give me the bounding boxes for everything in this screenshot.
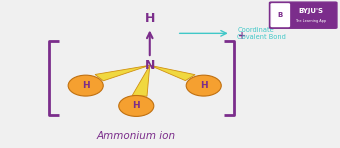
- Text: BYJU'S: BYJU'S: [299, 8, 323, 14]
- Polygon shape: [95, 65, 150, 81]
- Text: Ammonium ion: Ammonium ion: [97, 131, 176, 141]
- Polygon shape: [150, 65, 195, 81]
- FancyBboxPatch shape: [271, 4, 289, 26]
- FancyBboxPatch shape: [270, 2, 337, 28]
- Text: B: B: [277, 12, 283, 18]
- Text: Coordinate
Covalent Bond: Coordinate Covalent Bond: [237, 27, 286, 40]
- Text: H: H: [200, 81, 207, 90]
- Polygon shape: [132, 65, 150, 96]
- Text: H: H: [133, 101, 140, 110]
- Text: +: +: [238, 31, 246, 41]
- Ellipse shape: [186, 75, 221, 96]
- Text: N: N: [144, 59, 155, 72]
- Ellipse shape: [119, 95, 154, 116]
- Text: H: H: [144, 12, 155, 25]
- Text: H: H: [82, 81, 89, 90]
- Ellipse shape: [68, 75, 103, 96]
- Text: The Learning App: The Learning App: [295, 19, 326, 23]
